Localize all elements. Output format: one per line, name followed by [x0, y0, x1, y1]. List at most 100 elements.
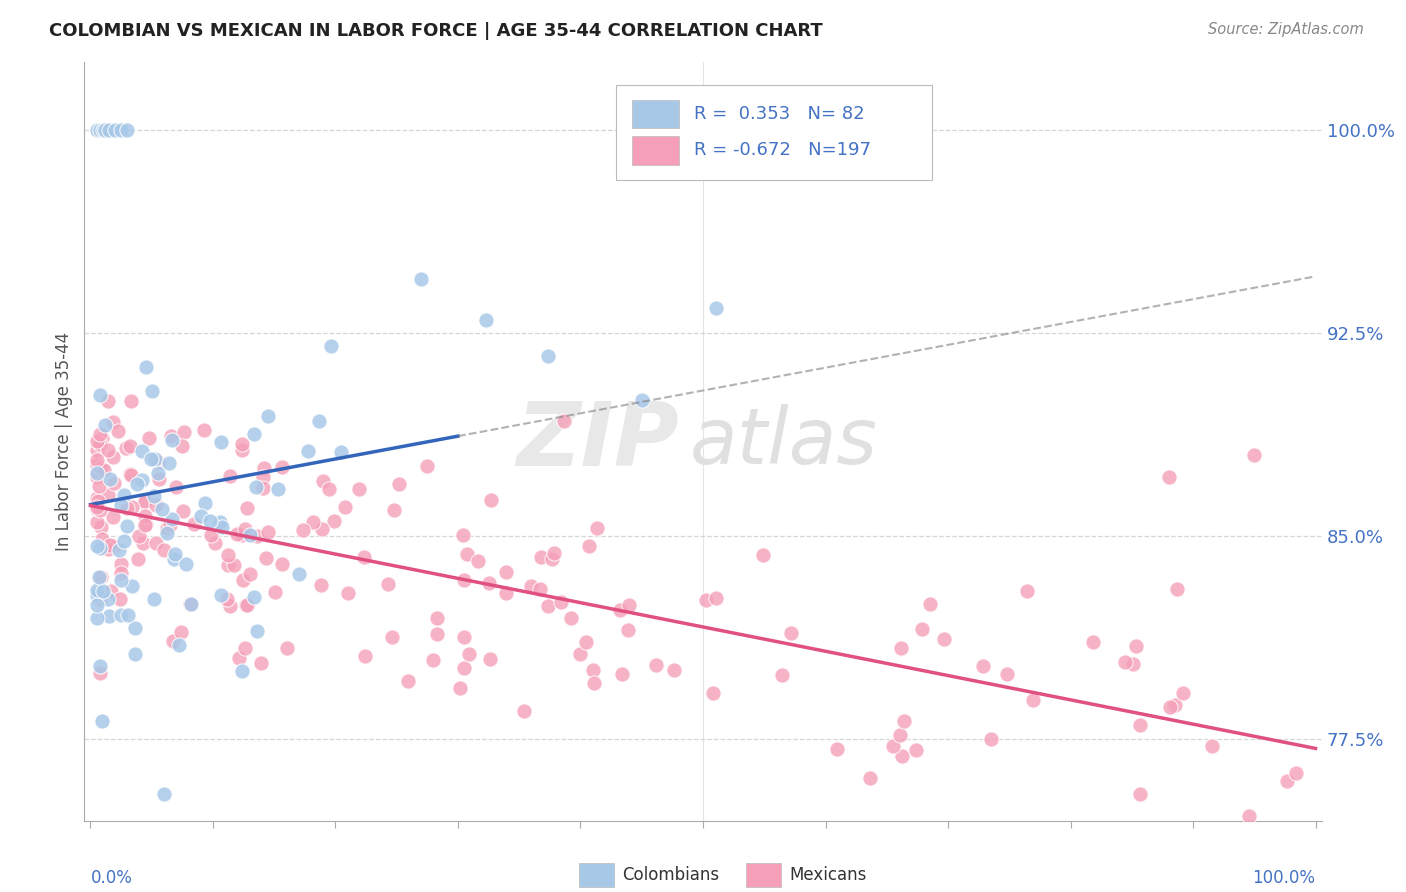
- Text: ZIP: ZIP: [516, 398, 679, 485]
- Point: [780, 626, 803, 640]
- Point: [90, 461, 112, 475]
- Point: [252, 469, 274, 483]
- Point: [1201, 739, 1223, 754]
- Point: [110, 498, 132, 512]
- Point: [396, 673, 419, 688]
- Point: [110, 557, 132, 571]
- Point: [1122, 657, 1144, 671]
- Point: [347, 482, 370, 496]
- Point: [193, 423, 215, 437]
- Point: [217, 548, 239, 562]
- Point: [97, 488, 120, 502]
- Point: [101, 415, 124, 429]
- Point: [478, 651, 501, 665]
- Point: [124, 620, 146, 634]
- Point: [160, 512, 183, 526]
- Point: [550, 595, 572, 609]
- Point: [115, 442, 138, 456]
- Point: [86, 515, 108, 529]
- Point: [297, 444, 319, 458]
- Text: 100.0%: 100.0%: [1253, 870, 1316, 888]
- Point: [90, 520, 112, 534]
- Point: [180, 597, 202, 611]
- Point: [159, 517, 181, 532]
- Point: [336, 586, 359, 600]
- Point: [1275, 773, 1298, 788]
- Point: [318, 483, 340, 497]
- Point: [411, 272, 433, 286]
- Point: [529, 582, 551, 596]
- Point: [139, 452, 162, 467]
- Point: [231, 528, 253, 542]
- Point: [170, 625, 193, 640]
- Point: [86, 539, 108, 553]
- Point: [308, 414, 330, 428]
- Point: [530, 550, 553, 565]
- Point: [582, 663, 605, 677]
- Point: [226, 526, 249, 541]
- Point: [125, 476, 148, 491]
- Point: [145, 498, 167, 512]
- Point: [204, 536, 226, 550]
- Point: [120, 467, 142, 482]
- Point: [218, 599, 240, 613]
- Point: [553, 413, 575, 427]
- Point: [138, 432, 160, 446]
- Point: [662, 663, 685, 677]
- Point: [110, 608, 132, 623]
- Point: [467, 554, 489, 568]
- Point: [89, 388, 111, 402]
- Point: [87, 494, 110, 508]
- Point: [91, 532, 114, 546]
- Point: [323, 514, 346, 528]
- Point: [610, 667, 633, 681]
- Point: [495, 586, 517, 600]
- Point: [456, 548, 478, 562]
- Point: [1166, 582, 1188, 596]
- Point: [90, 570, 112, 584]
- Point: [890, 641, 912, 656]
- Point: [453, 660, 475, 674]
- Point: [267, 482, 290, 496]
- Point: [1270, 840, 1292, 855]
- Point: [889, 728, 911, 742]
- Point: [170, 439, 193, 453]
- Point: [150, 502, 173, 516]
- Point: [190, 508, 212, 523]
- Point: [245, 480, 267, 494]
- Point: [110, 573, 132, 587]
- Point: [148, 472, 170, 486]
- Point: [90, 431, 112, 445]
- Point: [1081, 634, 1104, 648]
- Point: [920, 598, 942, 612]
- Point: [311, 522, 333, 536]
- Point: [135, 516, 157, 531]
- Point: [110, 566, 132, 580]
- Point: [890, 749, 912, 764]
- Point: [630, 393, 652, 408]
- Point: [169, 639, 191, 653]
- Point: [537, 599, 560, 614]
- Point: [233, 523, 256, 537]
- Point: [153, 787, 176, 801]
- Point: [695, 593, 717, 607]
- Point: [86, 470, 108, 484]
- Point: [257, 524, 280, 539]
- Point: [702, 686, 724, 700]
- Point: [520, 579, 543, 593]
- Point: [893, 714, 915, 729]
- Point: [134, 495, 156, 509]
- Point: [932, 632, 955, 647]
- Point: [97, 592, 120, 607]
- Point: [377, 577, 399, 591]
- Point: [254, 550, 277, 565]
- Text: R = -0.672   N=197: R = -0.672 N=197: [695, 142, 872, 160]
- Point: [198, 514, 221, 528]
- Point: [89, 665, 111, 680]
- Point: [121, 500, 143, 515]
- Point: [859, 771, 882, 785]
- Point: [253, 460, 276, 475]
- Point: [231, 442, 253, 457]
- Point: [312, 474, 335, 488]
- Point: [143, 592, 166, 607]
